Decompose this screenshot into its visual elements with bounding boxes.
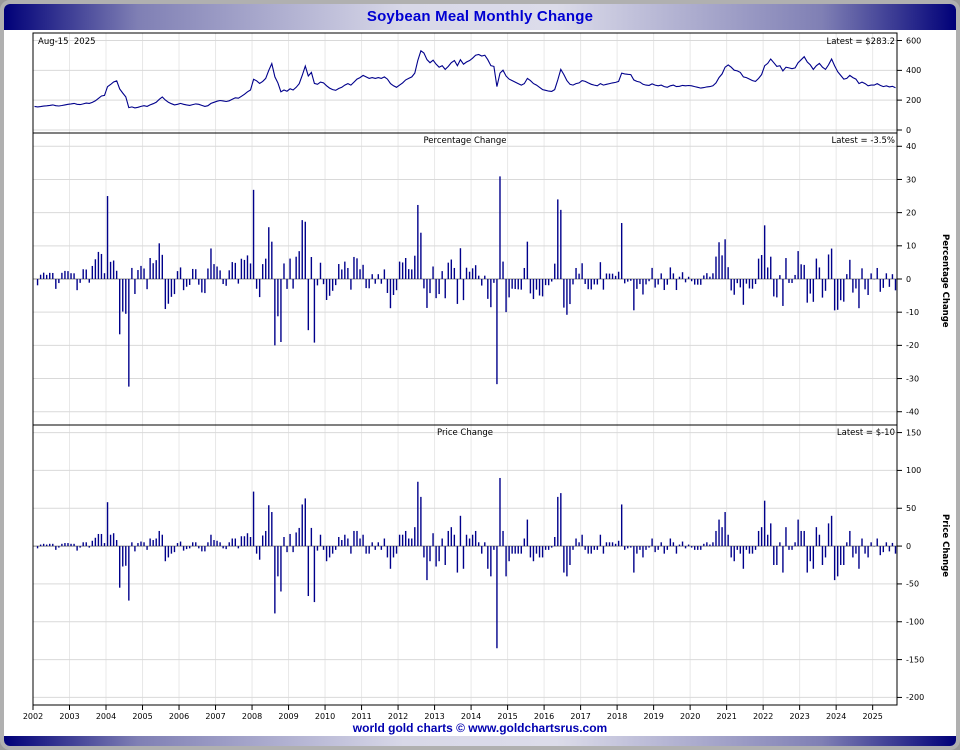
x-tick-label: 2006 <box>169 712 189 721</box>
y-tick-label: 100 <box>906 466 921 475</box>
footer-credit: world gold charts © www.goldchartsrus.co… <box>352 721 608 735</box>
x-tick-label: 2017 <box>570 712 590 721</box>
y-tick-label: 20 <box>906 208 916 217</box>
x-tick-label: 2016 <box>534 712 554 721</box>
y-tick-label: 30 <box>906 175 916 184</box>
y-tick-label: -40 <box>906 408 919 417</box>
y-tick-label: 200 <box>906 96 921 105</box>
x-tick-label: 2022 <box>753 712 773 721</box>
price-line <box>34 49 896 109</box>
y-tick-label: -20 <box>906 341 919 350</box>
y-tick-label: 0 <box>906 542 911 551</box>
y-tick-label: 0 <box>906 275 911 284</box>
x-tick-label: 2011 <box>351 712 371 721</box>
x-tick-label: 2005 <box>132 712 152 721</box>
y-tick-label: -50 <box>906 580 919 589</box>
x-tick-label: 2008 <box>242 712 262 721</box>
percentage-change-header: Percentage Change <box>423 136 507 146</box>
y-tick-label: 400 <box>906 66 921 75</box>
price-change-latest-label: Latest = $-10 <box>836 428 895 438</box>
y-tick-label: 150 <box>906 428 921 437</box>
chart-area: 0 200 400 600 -40 -30 -20 -10 0 10 20 30 40 -200 -150-… <box>4 30 956 722</box>
y-tick-label: 50 <box>906 504 916 513</box>
x-tick-label: 2025 <box>862 712 882 721</box>
latest-price-label: Latest = $283.2 <box>826 37 895 47</box>
y-tick-label: -200 <box>906 693 924 702</box>
x-tick-label: 2007 <box>205 712 225 721</box>
title-bar: Soybean Meal Monthly Change <box>4 4 956 30</box>
y-tick-label: 0 <box>906 126 911 135</box>
x-tick-label: 2021 <box>716 712 736 721</box>
chart-title: Soybean Meal Monthly Change <box>366 8 594 25</box>
x-tick-label: 2010 <box>315 712 335 721</box>
x-tick-label: 2012 <box>388 712 408 721</box>
y-tick-label: 10 <box>906 242 916 251</box>
y-tick-label: -30 <box>906 374 919 383</box>
y-tick-label: -10 <box>906 308 919 317</box>
x-tick-label: 2013 <box>424 712 444 721</box>
y-tick-label: -150 <box>906 655 924 664</box>
x-tick-label: 2015 <box>497 712 517 721</box>
date-label: Aug-15 2025 <box>38 37 96 47</box>
x-tick-label: 2023 <box>789 712 809 721</box>
price-change-axis-title: Price Change <box>940 514 950 578</box>
x-tick-label: 2020 <box>680 712 700 721</box>
x-tick-label: 2014 <box>461 712 481 721</box>
chart-canvas: 0200400600-40-30-20-10010203040-200-150-… <box>4 30 956 722</box>
y-tick-label: -100 <box>906 618 924 627</box>
x-tick-label: 2003 <box>59 712 79 721</box>
bottom-bar <box>4 736 956 746</box>
x-tick-label: 2018 <box>607 712 627 721</box>
x-tick-label: 2024 <box>826 712 846 721</box>
price-change-header: Price Change <box>437 428 493 438</box>
x-tick-label: 2004 <box>96 712 116 721</box>
percentage-change-axis-title: Percentage Change <box>940 234 950 328</box>
y-tick-label: 40 <box>906 142 916 151</box>
y-tick-label: 600 <box>906 36 921 45</box>
x-tick-label: 2019 <box>643 712 663 721</box>
percentage-change-latest-label: Latest = -3.5% <box>831 136 895 146</box>
x-tick-label: 2002 <box>23 712 43 721</box>
x-tick-label: 2009 <box>278 712 298 721</box>
